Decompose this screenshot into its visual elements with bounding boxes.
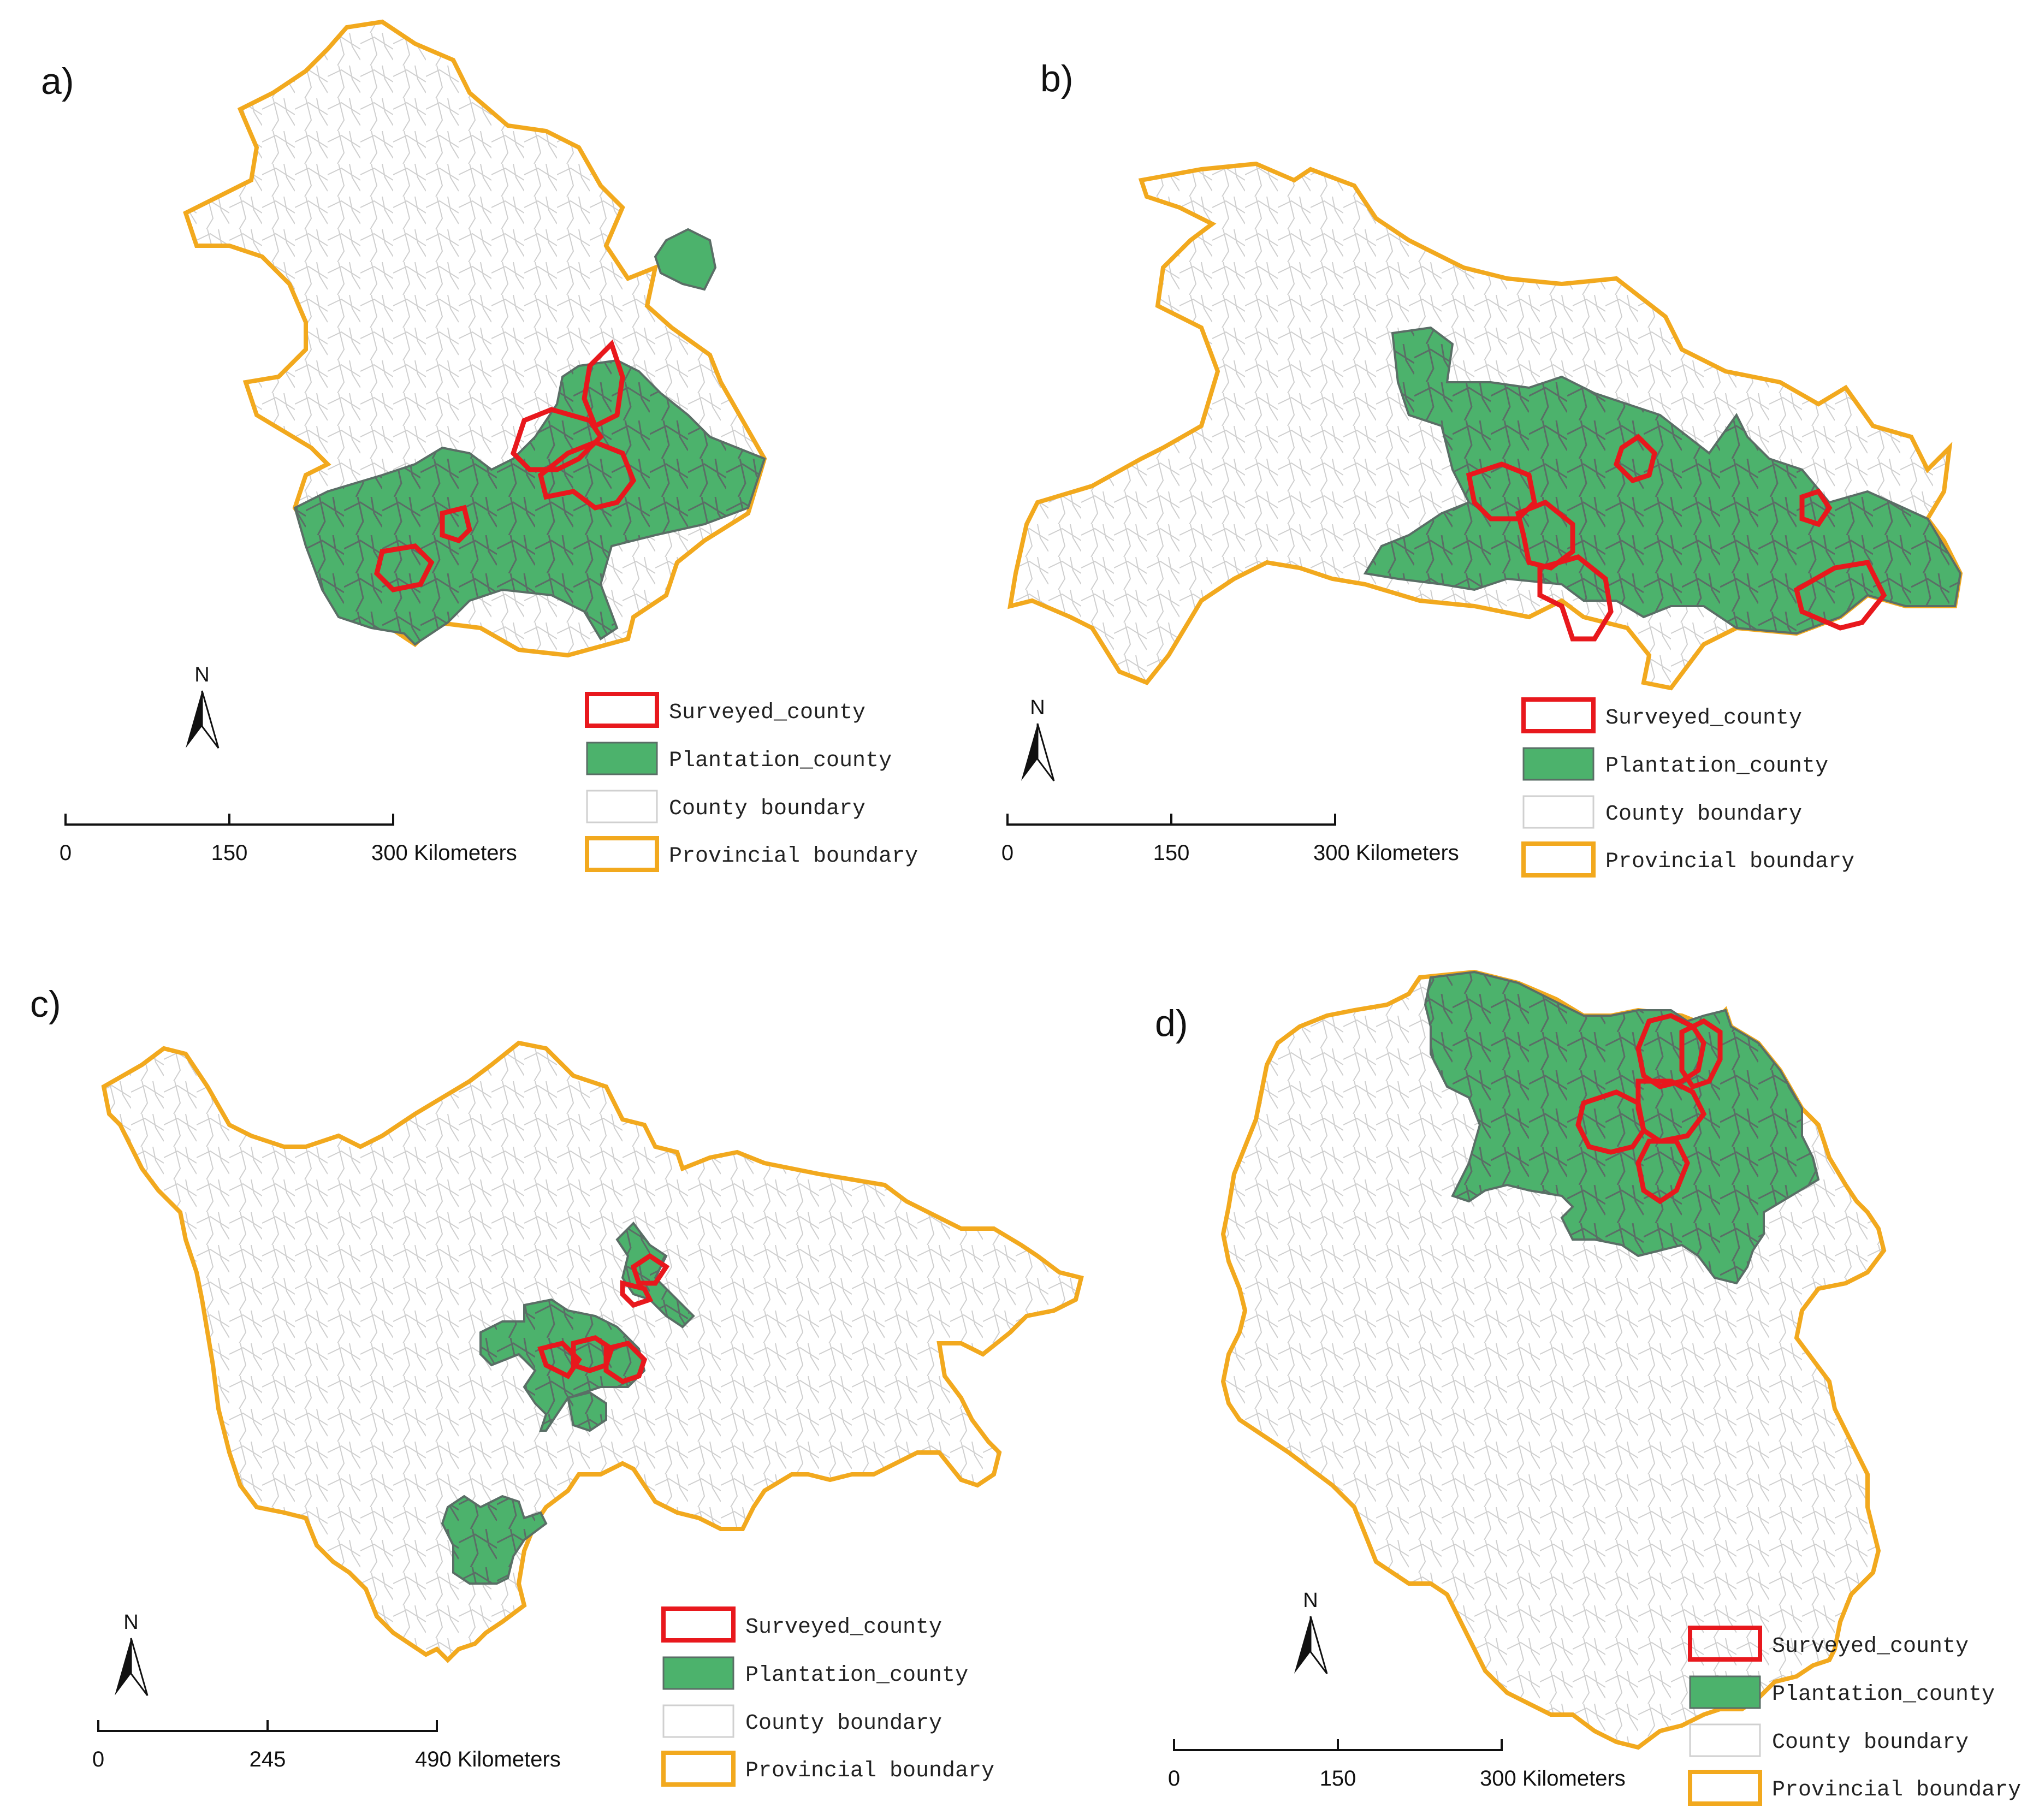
legend-d-surveyed-label: Surveyed_county [1772, 1634, 1969, 1659]
north-arrow-a: N [177, 661, 227, 754]
legend-b-surveyed-swatch [1521, 697, 1596, 733]
north-arrow-c-label: N [123, 1611, 138, 1634]
scale-b-tick-2: 300 Kilometers [1313, 841, 1459, 865]
panel-d-label: d) [1155, 1003, 1188, 1044]
legend-a-plantation-swatch [586, 742, 658, 775]
legend-d-plantation-label: Plantation_county [1772, 1682, 1995, 1707]
legend-c-plantation-swatch [662, 1656, 734, 1690]
scale-bar-c: 0 245 490 Kilometers [76, 1715, 601, 1775]
north-arrow-d-icon [1294, 1616, 1311, 1674]
plantation-a-main [293, 359, 766, 646]
north-arrow-a-icon [186, 691, 202, 748]
legend-d-county-swatch [1689, 1723, 1761, 1757]
legend-a: Surveyed_county Plantation_county County… [584, 691, 934, 876]
legend-c-county-label: County boundary [745, 1711, 942, 1736]
legend-a-plantation-label: Plantation_county [669, 749, 892, 773]
north-arrow-d: N [1286, 1586, 1335, 1679]
plantation-b-main [1363, 326, 1962, 635]
legend-b-plantation-swatch [1522, 747, 1595, 781]
north-arrow-d-label: N [1303, 1589, 1318, 1612]
surveyed-d [1575, 1013, 1723, 1205]
scale-bar-a-line [64, 814, 394, 826]
scale-d-tick-2: 300 Kilometers [1480, 1766, 1626, 1791]
legend-b: Surveyed_county Plantation_county County… [1521, 696, 1870, 882]
scale-bar-b: 0 150 300 Kilometers [986, 808, 1510, 868]
panel-a-label: a) [41, 61, 74, 102]
surveyed-a [374, 339, 637, 592]
legend-b-county-label: County boundary [1605, 802, 1802, 827]
legend-d-provincial-label: Provincial boundary [1772, 1778, 2021, 1803]
legend-b-surveyed-label: Surveyed_county [1605, 706, 1802, 731]
north-arrow-d-icon-right [1309, 1616, 1328, 1674]
north-arrow-b-icon-right [1036, 723, 1055, 781]
north-arrow-c: N [106, 1608, 156, 1701]
scale-a-tick-2: 300 Kilometers [371, 841, 517, 865]
north-arrow-c-icon [115, 1638, 131, 1695]
scale-bar-d-line [1173, 1739, 1503, 1751]
legend-c-surveyed-label: Surveyed_county [745, 1615, 942, 1640]
legend-a-surveyed-label: Surveyed_county [669, 701, 866, 725]
panel-c-label: c) [30, 983, 61, 1025]
scale-a-tick-1: 150 [211, 841, 248, 865]
legend-a-provincial-swatch [585, 836, 659, 872]
scale-a-tick-0: 0 [60, 841, 72, 865]
legend-a-surveyed-swatch [585, 692, 659, 728]
panel-b-label: b) [1040, 58, 1074, 99]
plantation-a-ne [654, 228, 717, 291]
scale-bar-a: 0 150 300 Kilometers [44, 808, 568, 868]
legend-d-county-label: County boundary [1772, 1730, 1969, 1755]
legend-c-surveyed-swatch [661, 1606, 736, 1643]
legend-b-county-swatch [1522, 795, 1595, 829]
map-c [101, 1040, 1084, 1663]
north-arrow-b-label: N [1030, 696, 1045, 719]
legend-b-provincial-swatch [1521, 841, 1596, 878]
legend-c-provincial-label: Provincial boundary [745, 1759, 994, 1783]
legend-a-provincial-label: Provincial boundary [669, 844, 918, 869]
north-arrow-a-icon-right [201, 690, 220, 749]
north-arrow-a-label: N [194, 663, 209, 686]
legend-a-county-swatch [586, 790, 658, 823]
north-arrow-b: N [1013, 693, 1062, 786]
legend-b-provincial-label: Provincial boundary [1605, 850, 1854, 874]
legend-d-plantation-swatch [1689, 1675, 1761, 1709]
scale-c-tick-2: 490 Kilometers [415, 1747, 561, 1771]
scale-b-tick-1: 150 [1153, 841, 1190, 865]
legend-b-plantation-label: Plantation_county [1605, 754, 1828, 779]
scale-c-tick-1: 245 [250, 1747, 286, 1771]
map-d [1220, 969, 1887, 1750]
north-arrow-b-icon [1021, 724, 1038, 781]
legend-c: Surveyed_county Plantation_county County… [661, 1605, 1010, 1791]
scale-c-tick-0: 0 [92, 1747, 104, 1771]
scale-bar-c-line [97, 1720, 438, 1732]
scale-bar-b-line [1006, 814, 1336, 826]
map-a [183, 19, 767, 658]
map-b [1007, 161, 1963, 691]
legend-c-county-swatch [662, 1704, 734, 1738]
scale-b-tick-0: 0 [1001, 841, 1013, 865]
scale-bar-d: 0 150 300 Kilometers [1152, 1734, 1676, 1794]
legend-d-surveyed-swatch [1688, 1626, 1762, 1662]
legend-d: Surveyed_county Plantation_county County… [1687, 1625, 2037, 1810]
legend-c-plantation-label: Plantation_county [745, 1663, 968, 1688]
legend-d-provincial-swatch [1688, 1770, 1762, 1806]
scale-d-tick-0: 0 [1168, 1766, 1180, 1791]
legend-c-provincial-swatch [661, 1751, 736, 1787]
scale-d-tick-1: 150 [1320, 1766, 1356, 1791]
legend-a-county-label: County boundary [669, 797, 866, 821]
plantation-c [441, 1221, 695, 1585]
north-arrow-c-icon-right [130, 1638, 149, 1696]
surveyed-c [537, 1253, 670, 1384]
surveyed-b [1466, 434, 1887, 642]
